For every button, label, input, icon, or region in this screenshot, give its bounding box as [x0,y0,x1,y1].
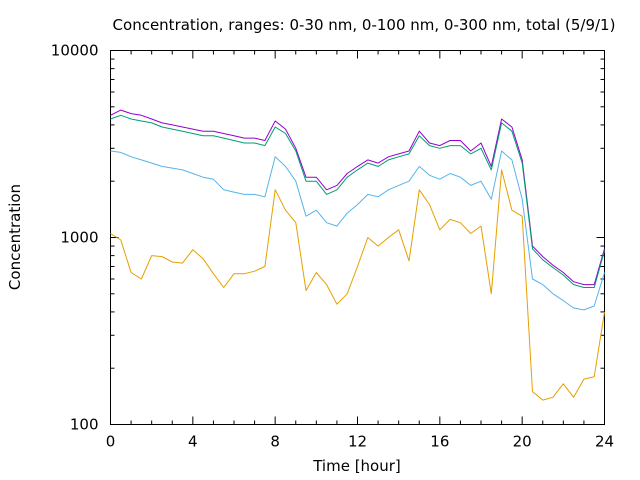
x-tick-label: 24 [595,433,614,451]
x-axis-title: Time [hour] [312,457,401,475]
x-tick-label: 16 [430,433,449,451]
series-line-3 [110,150,605,311]
series-line-4 [110,169,605,401]
series-line-2 [110,114,605,288]
y-tick-label: 10000 [51,42,99,60]
x-tick-label: 12 [348,433,367,451]
plot-area: 100 1000 10000 0 4 8 12 16 20 24 [51,42,614,451]
plot-frame [110,50,605,425]
x-tick-label: 0 [106,433,116,451]
y-axis-title: Concentration [6,184,24,290]
x-tick-label: 8 [270,433,280,451]
chart-title: Concentration, ranges: 0-30 nm, 0-100 nm… [113,16,616,34]
x-axis: 0 4 8 12 16 20 24 [106,50,614,451]
y-tick-label: 100 [70,416,99,434]
series-layer [110,109,605,401]
x-tick-label: 4 [188,433,198,451]
series-line-1 [110,109,605,286]
x-tick-label: 20 [513,433,532,451]
y-tick-label: 1000 [60,229,98,247]
y-axis: 100 1000 10000 [51,42,605,434]
